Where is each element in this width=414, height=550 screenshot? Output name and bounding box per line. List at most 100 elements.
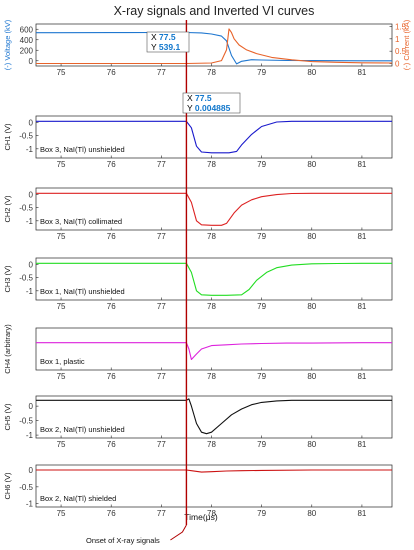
datatip-x-value: 77.5 [159, 32, 176, 42]
panel-label: Box 1, NaI(Tl) unshielded [40, 287, 125, 296]
onset-arrow [170, 524, 187, 541]
panel-label: Box 2, NaI(Tl) unshielded [40, 425, 125, 434]
y-axis-label: CH6 (V) [3, 472, 12, 500]
plot-area [35, 115, 393, 159]
y-tick-label: -1 [26, 217, 34, 226]
x-tick-label: 76 [107, 509, 116, 518]
x-tick-label: 79 [257, 440, 266, 449]
y-tick-label: 200 [20, 46, 34, 55]
plot-area [35, 464, 393, 508]
y-tick-label: -0.5 [19, 483, 33, 492]
y-axis-label: CH5 (V) [3, 403, 12, 431]
y-tick-label: -1 [26, 431, 34, 440]
series-line-0 [36, 120, 392, 154]
svg-text:X 77.5: X 77.5 [151, 32, 176, 42]
x-tick-label: 78 [207, 440, 216, 449]
x-tick-label: 77 [157, 160, 166, 169]
x-tick-label: 80 [307, 509, 316, 518]
x-tick-label: 75 [57, 160, 66, 169]
x-tick-label: 76 [107, 372, 116, 381]
x-tick-label: 75 [57, 302, 66, 311]
x-tick-label: 80 [307, 372, 316, 381]
datatip-x-label: X [187, 93, 193, 103]
panel-label: Box 3, NaI(Tl) collimated [40, 217, 122, 226]
panel-2: 75 76 77 78 79 80 81 -1 -0.5 0 CH2 (V) Box 3, NaI(T… [3, 187, 393, 241]
y-axis-label: CH4 (arbitrary) [3, 324, 12, 374]
x-tick-label: 78 [207, 68, 216, 77]
x-tick-label: 78 [207, 509, 216, 518]
x-tick-label: 78 [207, 372, 216, 381]
y-axis-label: CH2 (V) [3, 195, 12, 223]
x-tick-label: 75 [57, 509, 66, 518]
x-tick-label: 77 [157, 372, 166, 381]
x-tick-label: 79 [257, 160, 266, 169]
plot-area [35, 187, 393, 231]
series-line-0 [36, 192, 392, 226]
y-tick-label: 400 [20, 36, 34, 45]
x-tick-label: 80 [307, 232, 316, 241]
panel-label: Box 1, plastic [40, 357, 85, 366]
series-line-0 [36, 342, 392, 361]
x-tick-label: 81 [357, 232, 366, 241]
x-tick-label: 80 [307, 160, 316, 169]
datatip-voltage[interactable]: X 77.5 Y 539.1 [146, 31, 190, 53]
x-tick-label: 75 [57, 68, 66, 77]
x-tick-label: 79 [257, 509, 266, 518]
x-tick-label: 80 [307, 302, 316, 311]
plot-area [35, 395, 393, 439]
svg-text:Y 0.004885: Y 0.004885 [187, 103, 231, 113]
x-tick-label: 76 [107, 68, 116, 77]
onset-annotation: Onset of X-ray signals [86, 536, 160, 545]
x-tick-label: 78 [207, 302, 216, 311]
datatip-ch1[interactable]: X 77.5 Y 0.004885 [182, 92, 241, 114]
series-line-0 [36, 262, 392, 296]
series-line-0 [36, 398, 392, 435]
y-tick-label: 0 [29, 261, 34, 270]
x-tick-label: 81 [357, 509, 366, 518]
datatip-y-label: Y [151, 42, 157, 52]
x-tick-label: 81 [357, 302, 366, 311]
x-tick-label: 81 [357, 372, 366, 381]
y-tick-label: -0.5 [19, 274, 33, 283]
y-tick-label: -0.5 [19, 417, 33, 426]
x-axis-label: Time(μs) [184, 512, 218, 522]
datatip-y-value: 0.004885 [195, 103, 231, 113]
y-tick-label: 600 [20, 25, 34, 34]
x-tick-label: 78 [207, 232, 216, 241]
y-tick-label: -1 [26, 145, 34, 154]
y-tick-label: -0.5 [19, 132, 33, 141]
x-tick-label: 75 [57, 232, 66, 241]
x-tick-label: 76 [107, 440, 116, 449]
y-tick-label: 0 [29, 119, 34, 128]
x-tick-label: 80 [307, 440, 316, 449]
svg-text:X 77.5: X 77.5 [187, 93, 212, 103]
datatip-y-value: 539.1 [159, 42, 181, 52]
x-tick-label: 75 [57, 372, 66, 381]
y-right-tick-label: 0.5 [395, 47, 407, 56]
x-tick-label: 77 [157, 68, 166, 77]
x-tick-label: 75 [57, 440, 66, 449]
x-tick-label: 81 [357, 160, 366, 169]
figure-title: X-ray signals and Inverted VI curves [114, 4, 315, 18]
datatip-x-label: X [151, 32, 157, 42]
datatip-box [146, 31, 190, 53]
x-tick-label: 76 [107, 160, 116, 169]
x-tick-label: 79 [257, 302, 266, 311]
series-line-0 [36, 469, 392, 473]
x-tick-label: 81 [357, 68, 366, 77]
panel-3: 75 76 77 78 79 80 81 -1 -0.5 0 CH3 (V) Box 1, NaI(T… [3, 257, 393, 311]
y-axis-label: (-) Voltage (kV) [3, 19, 12, 70]
y-tick-label: -1 [26, 287, 34, 296]
y-right-axis-label: (-) Current (kA) [402, 19, 411, 70]
y-tick-label: 0 [29, 466, 34, 475]
datatip-y-label: Y [187, 103, 193, 113]
x-tick-label: 79 [257, 232, 266, 241]
x-tick-label: 77 [157, 302, 166, 311]
panel-4: 75 76 77 78 79 80 81 CH4 (arbitrary) Box 1, plas… [3, 324, 393, 381]
x-tick-label: 77 [157, 509, 166, 518]
panel-label: Box 3, NaI(Tl) unshielded [40, 145, 125, 154]
x-tick-label: 78 [207, 160, 216, 169]
y-right-tick-label: 1.5 [395, 22, 407, 31]
